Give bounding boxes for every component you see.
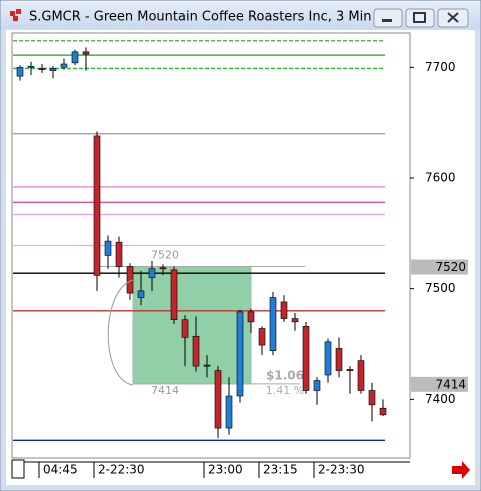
candle-body xyxy=(247,311,255,323)
y-tick-label: 7700 xyxy=(425,60,456,74)
price-badge-label: 7414 xyxy=(435,377,466,391)
measure-arc xyxy=(107,279,134,386)
candle-body xyxy=(170,269,178,320)
candle-body xyxy=(258,328,266,346)
x-tick-label: 23:15 xyxy=(263,463,298,477)
candle-body xyxy=(346,369,354,371)
price-badge-label: 7520 xyxy=(435,260,466,274)
candle-body xyxy=(16,67,24,77)
candle-body xyxy=(379,407,387,416)
x-tick-label: 2-22:30 xyxy=(98,463,145,477)
window-title: S.GMCR - Green Mountain Coffee Roasters … xyxy=(29,10,372,25)
x-tick-label: 23:00 xyxy=(208,463,243,477)
candle-body xyxy=(203,364,211,367)
candle-body xyxy=(159,267,167,270)
candle-body xyxy=(148,268,156,278)
candle-body xyxy=(192,335,200,367)
candle-body xyxy=(104,240,112,256)
candle-body xyxy=(181,319,189,338)
candle-body xyxy=(27,65,35,68)
candle-body xyxy=(71,51,79,64)
y-tick-label: 7600 xyxy=(425,170,456,184)
price-badge xyxy=(411,376,468,392)
candle-body xyxy=(49,68,57,71)
measure-change: $1.06 xyxy=(266,368,304,382)
candle-body xyxy=(126,266,134,294)
candle-body xyxy=(60,63,68,68)
measure-box xyxy=(132,266,252,385)
app-icon xyxy=(10,9,21,21)
y-tick-label: 7400 xyxy=(425,392,456,406)
candle-body xyxy=(291,318,299,323)
candle-body xyxy=(302,325,310,391)
candle-body xyxy=(280,301,288,319)
minimize-button[interactable] xyxy=(373,8,403,28)
candle-body xyxy=(335,348,343,371)
x-tick-label: 2-23:30 xyxy=(318,463,365,477)
candle-body xyxy=(368,390,376,406)
candle-body xyxy=(82,51,90,55)
candle-body xyxy=(115,241,123,267)
candle-body xyxy=(357,360,365,391)
candle-body xyxy=(137,290,145,298)
y-tick-label: 7500 xyxy=(425,281,456,295)
candle-body xyxy=(269,297,277,351)
candle-body xyxy=(38,68,46,70)
maximize-button[interactable] xyxy=(405,8,435,28)
candle-body xyxy=(324,341,332,376)
measure-percent: 1.41 % xyxy=(266,384,304,397)
scroll-thumb[interactable] xyxy=(11,459,25,479)
candle-body xyxy=(93,135,101,276)
candle-body xyxy=(236,311,244,397)
scroll-right-arrow[interactable] xyxy=(452,461,470,479)
price-badge xyxy=(411,259,468,275)
close-button[interactable] xyxy=(437,8,469,28)
candle-body xyxy=(313,380,321,391)
measure-high-label: 7520 xyxy=(151,249,179,262)
measure-low-label: 7414 xyxy=(151,384,179,397)
candle-body xyxy=(225,395,233,429)
x-tick-label: 04:45 xyxy=(43,463,78,477)
candle-body xyxy=(214,370,222,429)
